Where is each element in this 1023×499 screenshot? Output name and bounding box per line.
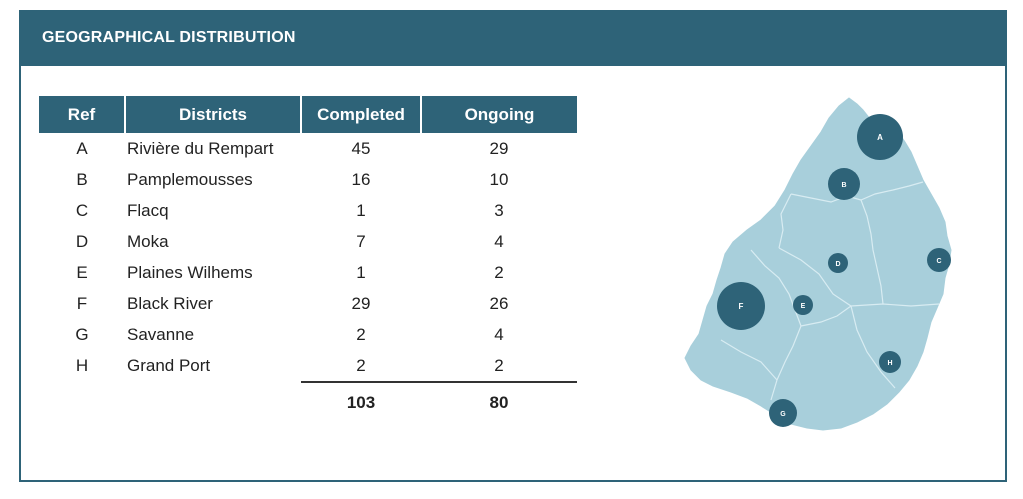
cell-district: Moka — [127, 231, 169, 251]
district-border — [800, 305, 852, 327]
district-table: Ref Districts Completed Ongoing A Rivièr… — [39, 96, 577, 423]
district-border — [778, 247, 940, 307]
panel-header: GEOGRAPHICAL DISTRIBUTION — [21, 12, 1005, 66]
cell-district: Savanne — [127, 324, 195, 344]
table-header-row: Ref Districts Completed Ongoing — [39, 96, 577, 133]
cell-completed: 29 — [351, 293, 371, 313]
cell-completed: 2 — [356, 324, 366, 344]
cell-completed: 16 — [351, 169, 371, 189]
table-row: G Savanne 2 4 — [39, 319, 577, 350]
marker-circle — [828, 168, 860, 200]
table-row: E Plaines Wilhems 1 2 — [39, 257, 577, 288]
cell-ongoing: 4 — [494, 324, 504, 344]
cell-ongoing: 2 — [494, 355, 504, 375]
column-header-completed: Completed — [301, 96, 422, 133]
geographical-distribution-panel: GEOGRAPHICAL DISTRIBUTION Ref Districts … — [19, 10, 1007, 482]
cell-completed: 2 — [356, 355, 366, 375]
total-completed: 103 — [301, 381, 421, 423]
marker-circle — [927, 248, 951, 272]
district-border — [778, 193, 792, 249]
marker-label: A — [877, 133, 883, 142]
marker-g: G — [769, 399, 797, 427]
district-border — [860, 199, 884, 305]
total-ongoing: 80 — [421, 381, 577, 423]
marker-circle — [793, 295, 813, 315]
cell-ref: B — [76, 169, 88, 189]
cell-ongoing: 29 — [489, 138, 509, 158]
marker-label: H — [887, 360, 892, 367]
panel-title: GEOGRAPHICAL DISTRIBUTION — [42, 29, 296, 46]
cell-district: Black River — [127, 293, 213, 313]
cell-district: Grand Port — [127, 356, 211, 375]
district-border — [770, 325, 802, 401]
cell-district: Flacq — [127, 200, 169, 220]
cell-ref: C — [75, 200, 89, 220]
marker-f: F — [717, 282, 765, 330]
table-row: H Grand Port 2 2 — [39, 350, 577, 382]
cell-ref: A — [76, 138, 88, 158]
marker-e: E — [793, 295, 813, 315]
cell-ref: H — [75, 356, 89, 375]
marker-label: G — [780, 411, 786, 418]
district-border — [750, 249, 802, 327]
table-row: B Pamplemousses 16 10 — [39, 164, 577, 195]
cell-completed: 7 — [356, 231, 366, 251]
district-markers: A B C D E — [717, 114, 951, 427]
table-row: D Moka 7 4 — [39, 226, 577, 257]
cell-ref: F — [76, 293, 88, 313]
cell-ongoing: 2 — [494, 262, 504, 282]
column-header-ref: Ref — [39, 96, 126, 133]
cell-ongoing: 10 — [489, 169, 509, 189]
cell-completed: 1 — [356, 200, 366, 220]
marker-circle — [879, 351, 901, 373]
table-row: C Flacq 1 3 — [39, 195, 577, 226]
marker-label: E — [801, 303, 806, 310]
totals-spacer — [125, 382, 301, 423]
marker-h: H — [879, 351, 901, 373]
marker-circle — [769, 399, 797, 427]
marker-label: D — [835, 261, 840, 268]
marker-d: D — [828, 253, 848, 273]
marker-label: B — [841, 182, 846, 189]
cell-ongoing: 26 — [489, 293, 509, 313]
cell-ongoing: 4 — [494, 231, 504, 251]
cell-ref: E — [76, 262, 88, 282]
marker-label: F — [739, 302, 744, 311]
marker-c: C — [927, 248, 951, 272]
marker-b: B — [828, 168, 860, 200]
district-map: A B C D E — [661, 90, 981, 445]
district-borders — [720, 181, 940, 401]
marker-circle — [717, 282, 765, 330]
cell-completed: 1 — [356, 262, 366, 282]
table-row: F Black River 29 26 — [39, 288, 577, 319]
cell-district: Rivière du Rempart — [127, 138, 274, 158]
table-row: A Rivière du Rempart 45 29 — [39, 133, 577, 164]
totals-spacer — [39, 382, 125, 423]
cell-ref: D — [75, 231, 89, 251]
cell-completed: 45 — [351, 138, 371, 158]
column-header-districts: Districts — [125, 96, 302, 133]
island-map-svg: A B C D E — [684, 97, 952, 431]
marker-circle — [857, 114, 903, 160]
marker-circle — [828, 253, 848, 273]
cell-district: Plaines Wilhems — [127, 262, 253, 282]
cell-ref: G — [75, 324, 89, 344]
column-header-ongoing: Ongoing — [421, 96, 577, 133]
district-border — [850, 305, 896, 389]
island-shape — [684, 97, 952, 431]
marker-a: A — [857, 114, 903, 160]
cell-ongoing: 3 — [494, 200, 504, 220]
marker-label: C — [936, 258, 941, 265]
district-border — [860, 181, 924, 201]
totals-row: 103 80 — [39, 381, 577, 423]
cell-district: Pamplemousses — [127, 169, 253, 189]
district-border — [720, 339, 778, 381]
